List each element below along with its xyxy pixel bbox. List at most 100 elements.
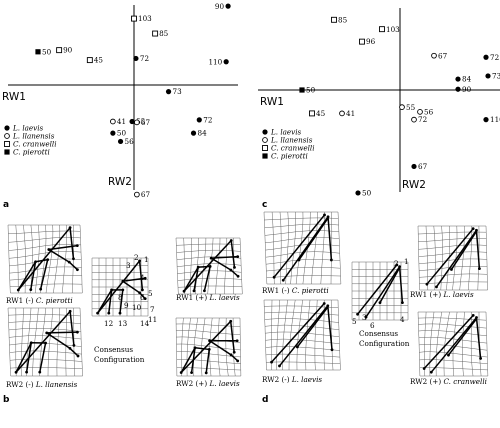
caption-b-rw2-minus: RW2 (-) L. llanensis: [6, 380, 78, 389]
landmark-link: [39, 259, 49, 290]
landmark-number: 4: [400, 315, 405, 324]
landmark-point: [25, 370, 28, 374]
landmark-point: [447, 353, 450, 357]
landmark-point: [364, 315, 368, 319]
data-point: [35, 49, 41, 55]
point-label: 84: [462, 75, 472, 84]
consensus-d-line2: Configuration: [359, 339, 410, 348]
landmark-link: [379, 267, 401, 303]
landmark-number: 6: [370, 321, 375, 330]
landmark-number: 14: [140, 319, 150, 328]
landmark-point: [121, 288, 125, 292]
legend-symbol: [262, 137, 268, 143]
deformation-grid-lines: [7, 224, 83, 294]
landmark-link: [122, 277, 146, 282]
landmark-point: [471, 227, 475, 231]
point-label: 67: [438, 51, 448, 60]
landmark-link: [230, 240, 236, 268]
landmark-point: [435, 285, 438, 289]
legend-entry: C. pierotti: [271, 152, 308, 161]
landmark-point: [118, 311, 122, 315]
data-point: [225, 3, 231, 9]
grid-b-rw2-minus: [7, 307, 83, 377]
grid-b-rw1-plus: [175, 237, 243, 295]
landmark-point: [270, 360, 273, 364]
landmark-link: [327, 305, 333, 350]
landmark-point: [143, 276, 147, 280]
legend-symbol: [4, 141, 10, 147]
grid-d-rw2-minus: [263, 299, 341, 371]
landmark-link: [119, 289, 124, 314]
landmark-link: [270, 302, 325, 363]
landmark-link: [327, 216, 333, 261]
data-point: [110, 130, 116, 136]
landmark-point: [236, 255, 240, 259]
data-point: [134, 191, 140, 198]
landmark-link: [211, 255, 238, 259]
consensus-b-line2: Configuration: [94, 355, 145, 364]
landmark-point: [278, 364, 281, 368]
landmark-link: [46, 332, 71, 350]
legend-entry: C. cranwelli: [13, 140, 57, 149]
landmark-link: [273, 214, 326, 278]
grid-d-rw2-plus: [417, 311, 489, 377]
landmark-point: [46, 258, 50, 262]
rw1-axis-label-a: RW1: [2, 91, 26, 103]
landmark-point: [208, 339, 211, 343]
legend-symbol: [4, 125, 10, 131]
point-label: 45: [94, 56, 104, 65]
data-point: [299, 87, 305, 93]
landmark-point: [179, 371, 183, 374]
legend-entry: C. cranwelli: [271, 144, 315, 153]
landmark-link: [229, 321, 235, 353]
landmark-link: [96, 289, 113, 314]
landmark-link: [475, 317, 482, 359]
data-point: [309, 110, 315, 117]
landmark-link: [68, 261, 78, 271]
landmark-point: [196, 265, 200, 269]
landmark-point: [425, 282, 429, 286]
landmark-point: [47, 248, 51, 251]
point-label: 96: [366, 37, 376, 46]
landmark-point: [295, 345, 299, 349]
landmark-point: [107, 311, 111, 315]
landmark-point: [204, 371, 208, 375]
landmark-link: [230, 354, 239, 362]
point-label: 67: [141, 118, 151, 127]
landmark-number: 8: [118, 293, 123, 302]
landmark-point: [29, 288, 33, 291]
point-label: 73: [173, 87, 183, 96]
landmark-link: [296, 306, 329, 348]
landmark-point: [34, 260, 37, 264]
consensus-b-line1: Consensus: [94, 345, 133, 354]
landmark-link: [230, 269, 239, 277]
landmark-point: [207, 348, 211, 351]
landmark-point: [229, 239, 233, 242]
landmark-link: [30, 261, 37, 290]
landmark-point: [323, 213, 326, 217]
legend-symbol: [262, 153, 268, 159]
landmark-link: [48, 244, 78, 251]
point-label: 85: [159, 29, 169, 38]
grid-d-rw1-plus: [417, 225, 488, 291]
landmark-link: [15, 310, 71, 373]
landmark-link: [69, 227, 75, 259]
landmark-point: [429, 370, 433, 374]
landmark-link: [122, 280, 141, 294]
landmark-link: [17, 227, 71, 291]
landmark-point: [203, 289, 206, 293]
data-point: [131, 15, 137, 22]
landmark-point: [229, 268, 233, 272]
landmark-point: [38, 370, 42, 374]
point-label: 84: [198, 129, 208, 138]
point-label: 110: [208, 57, 222, 66]
landmark-link: [180, 320, 232, 374]
data-point: [411, 163, 417, 170]
landmark-point: [190, 371, 193, 375]
point-label: 56: [125, 137, 135, 146]
point-label: 50: [42, 47, 52, 56]
landmark-link: [423, 314, 474, 369]
legend-entry: L. llanensis: [270, 136, 313, 145]
